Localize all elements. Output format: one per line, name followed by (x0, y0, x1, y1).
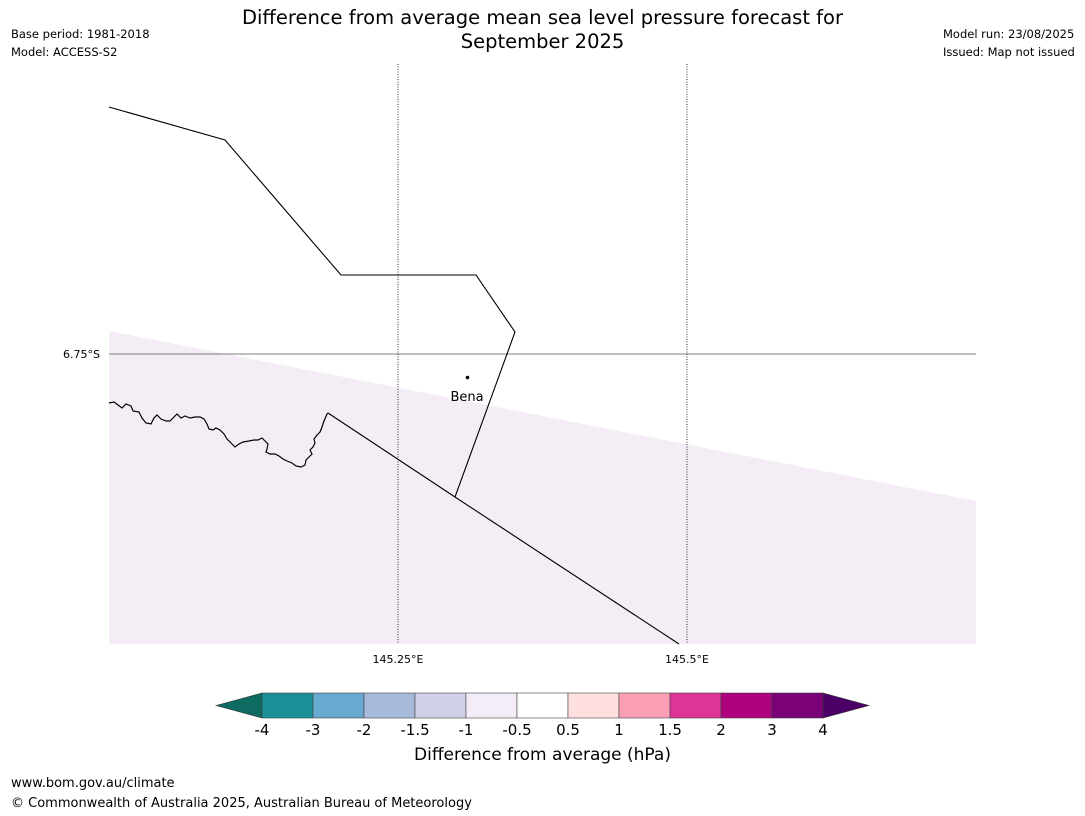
colorbar-tick-label: 4 (818, 721, 828, 739)
colorbar-label: Difference from average (hPa) (414, 745, 671, 765)
colorbar-over-arrow (822, 692, 871, 719)
forecast-map: Bena 145.25°E 145.5°E 6.75°S (63, 64, 976, 666)
meta-right: Model run: 23/08/2025 Issued: Map not is… (943, 25, 1075, 61)
colorbar-under-arrow (214, 692, 263, 719)
colorbar-tick-label: 1.5 (658, 721, 682, 739)
colorbar-segment (618, 692, 671, 719)
colorbar-segment (465, 692, 518, 719)
colorbar-tick-label: -1 (459, 721, 474, 739)
colorbar-tick-label: 3 (767, 721, 777, 739)
colorbar-tick-label: -4 (255, 721, 270, 739)
colorbar-segment (363, 692, 416, 719)
lon-tick-label: 145.25°E (373, 653, 424, 666)
province-boundary-north (108, 106, 516, 498)
province-boundary-south (327, 412, 680, 645)
town-label: Bena (450, 390, 483, 405)
lat-tick-label: 6.75°S (63, 348, 100, 361)
colorbar-tick-label: -1.5 (400, 721, 429, 739)
colorbar-tick-label: -0.5 (502, 721, 531, 739)
colorbar-tick-label: 1 (614, 721, 624, 739)
colorbar-tick-label: 0.5 (556, 721, 580, 739)
colorbar-segment (771, 692, 824, 719)
colorbar-tick-label: 2 (716, 721, 726, 739)
town-marker-icon (465, 375, 470, 380)
lon-tick-label: 145.5°E (665, 653, 709, 666)
model-run-text: Model run: 23/08/2025 (943, 27, 1075, 41)
footer-copyright: © Commonwealth of Australia 2025, Austra… (11, 796, 472, 811)
issued-text: Issued: Map not issued (943, 45, 1075, 59)
colorbar-segments (261, 692, 824, 719)
map-title-line1: Difference from average mean sea level p… (242, 6, 843, 29)
colorbar-tick-label: -3 (306, 721, 321, 739)
colorbar-segment (261, 692, 314, 719)
map-title: Difference from average mean sea level p… (0, 6, 1085, 54)
colorbar-ticks: -4 -3 -2 -1.5 -1 -0.5 0.5 1 1.5 2 3 4 (255, 721, 828, 739)
base-period-text: Base period: 1981-2018 (11, 27, 150, 41)
anomaly-shading (109, 331, 976, 644)
map-title-line2: September 2025 (460, 30, 625, 53)
coastline (108, 401, 329, 468)
colorbar-segment (669, 692, 722, 719)
colorbar-segment (516, 692, 569, 719)
colorbar-segment (567, 692, 620, 719)
colorbar: -4 -3 -2 -1.5 -1 -0.5 0.5 1 1.5 2 3 4 (214, 692, 871, 739)
colorbar-tick-label: -2 (357, 721, 372, 739)
colorbar-segment (414, 692, 467, 719)
colorbar-segment (312, 692, 365, 719)
meta-left: Base period: 1981-2018 Model: ACCESS-S2 (11, 25, 150, 61)
colorbar-segment (720, 692, 773, 719)
footer-url: www.bom.gov.au/climate (11, 776, 175, 791)
model-text: Model: ACCESS-S2 (11, 45, 118, 59)
